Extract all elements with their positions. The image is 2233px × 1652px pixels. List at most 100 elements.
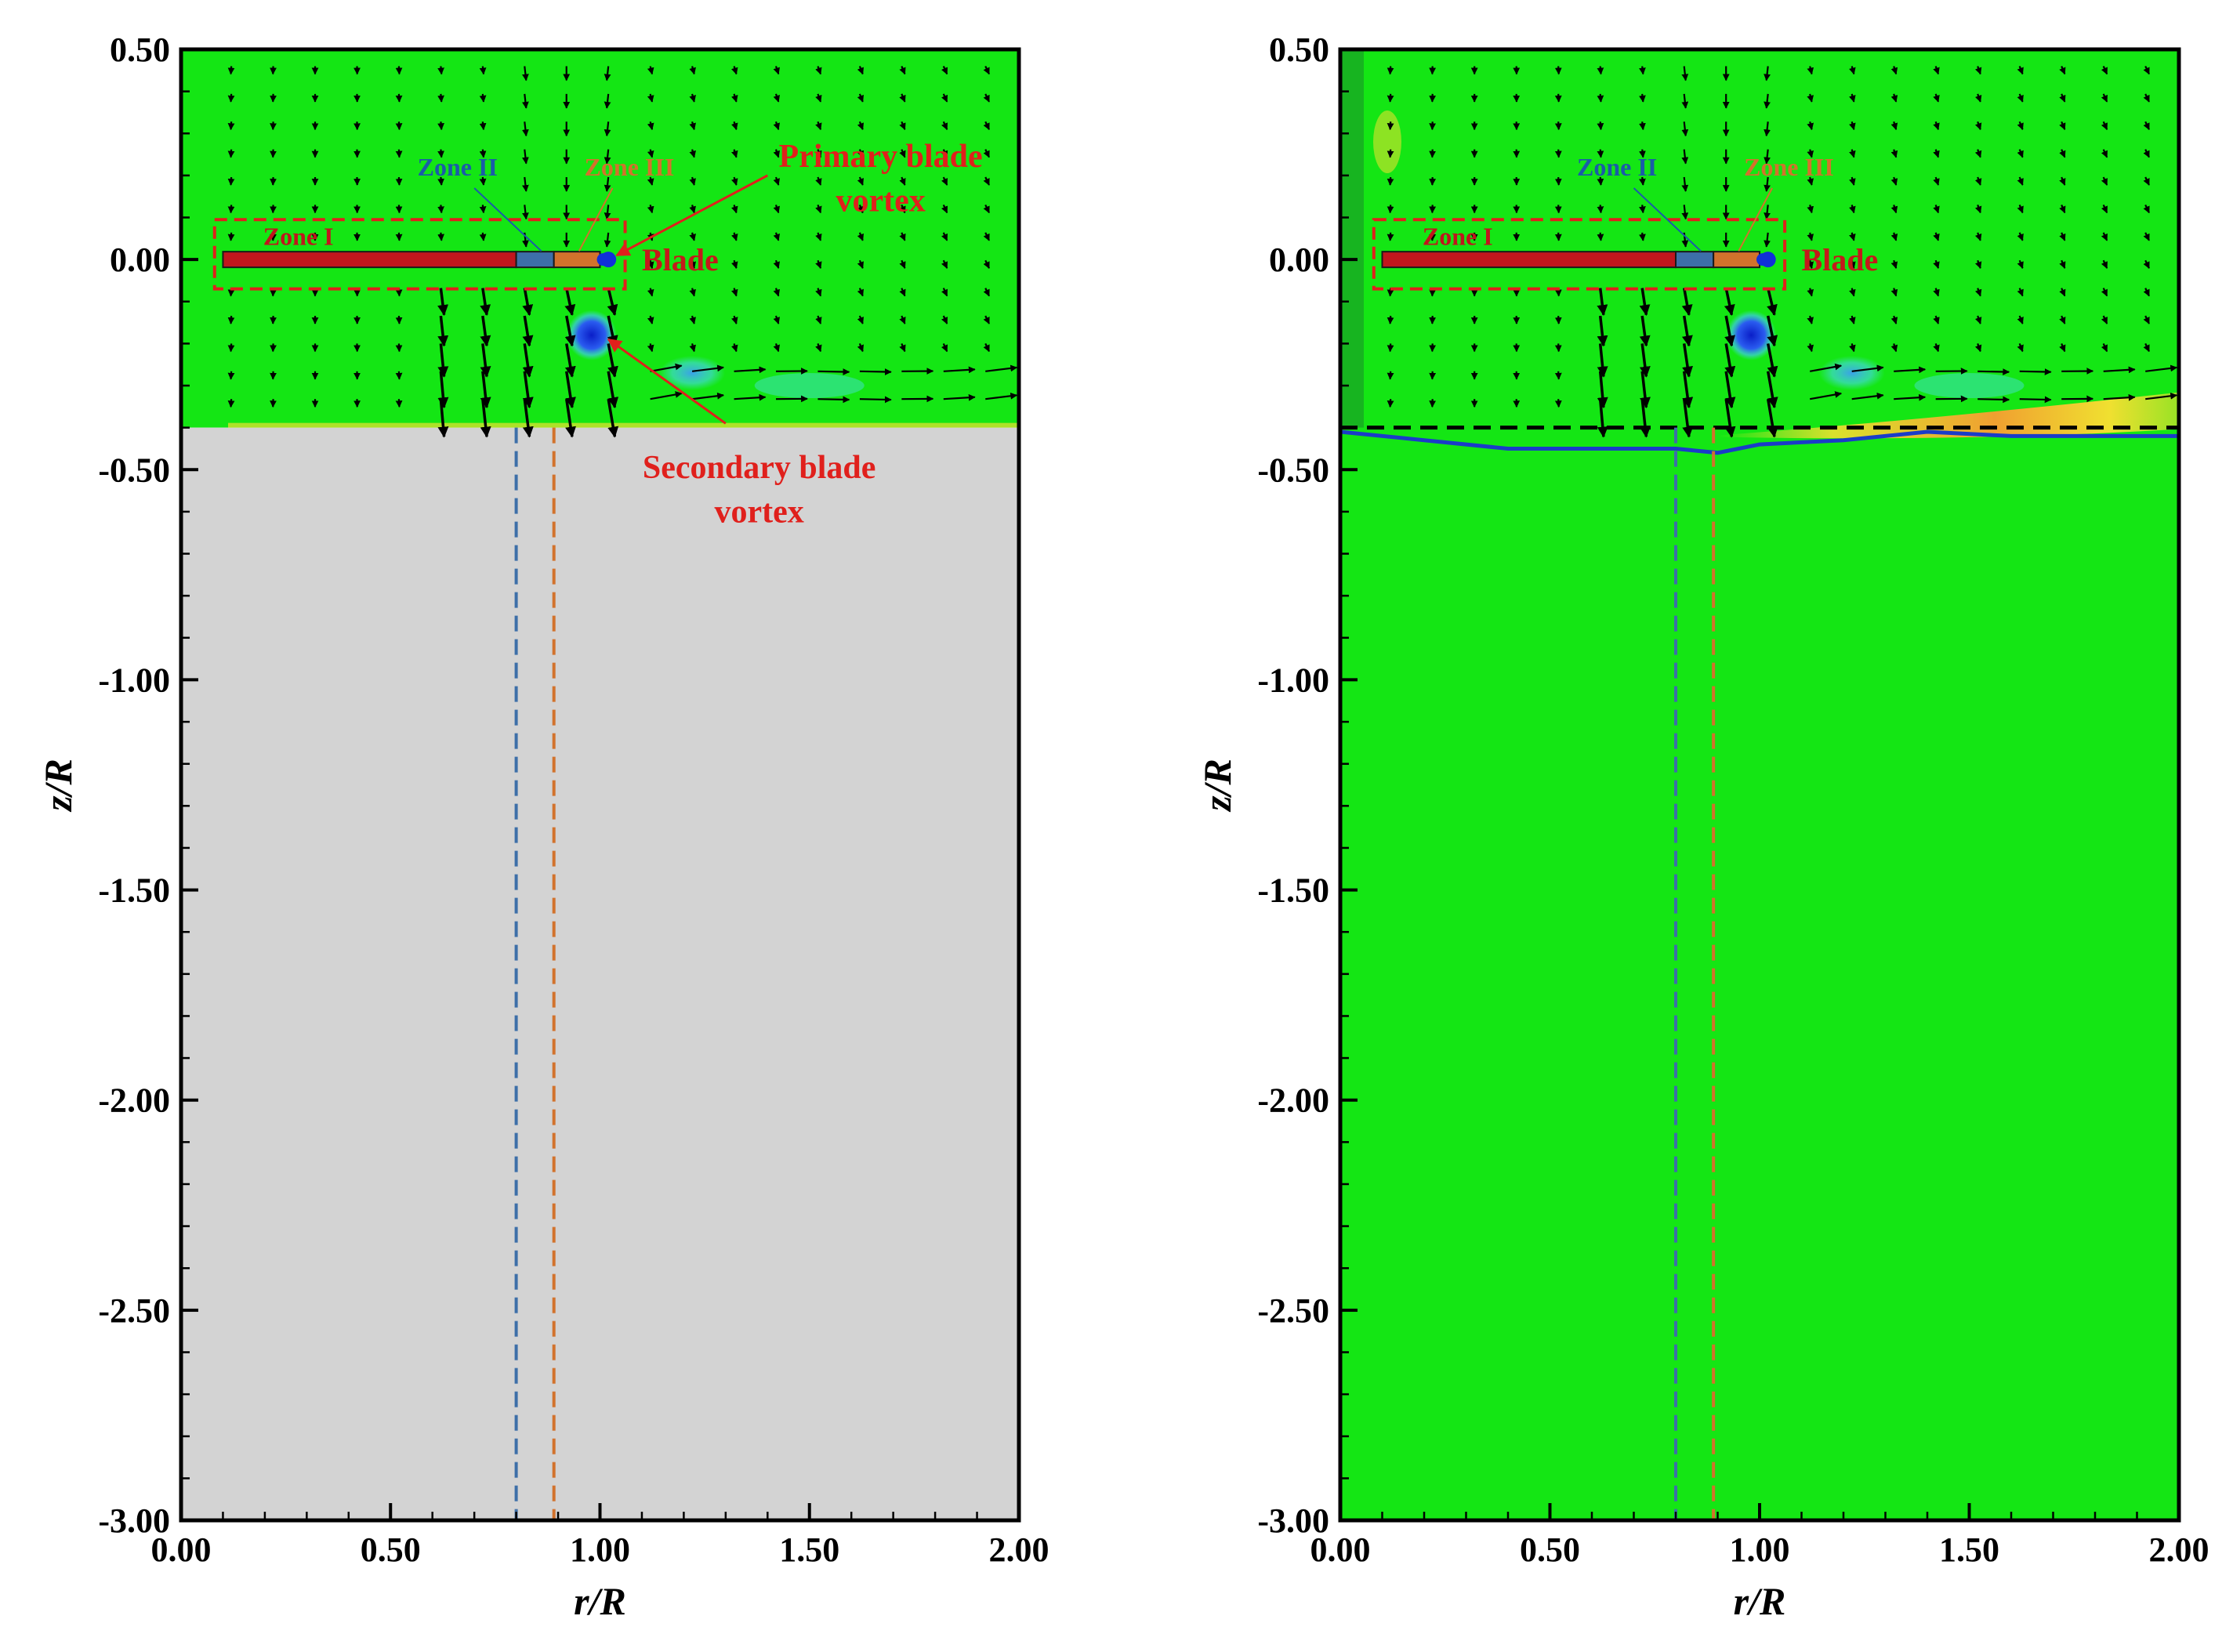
velocity-arrow [1807, 121, 1814, 131]
velocity-arrow [2101, 66, 2108, 75]
velocity-arrow [1766, 343, 1778, 378]
velocity-arrow [1849, 315, 1856, 324]
velocity-arrow [1974, 66, 1982, 75]
velocity-arrow [522, 66, 529, 82]
velocity-arrow [2143, 288, 2150, 297]
velocity-arrow [437, 343, 449, 378]
velocity-arrow [1810, 363, 1843, 372]
velocity-arrow [1597, 315, 1608, 347]
y-tick-label: -1.00 [1257, 661, 1329, 699]
velocity-arrow [985, 392, 1018, 400]
velocity-arrow [941, 149, 948, 158]
velocity-arrow [480, 288, 491, 317]
blade-label: Blade [1802, 242, 1879, 277]
velocity-arrow [983, 342, 990, 353]
velocity-arrow [1554, 399, 1562, 408]
velocity-arrow [1810, 391, 1843, 400]
velocity-arrow [943, 366, 976, 374]
velocity-arrow [227, 176, 235, 186]
velocity-arrow [815, 205, 822, 214]
velocity-arrow [1387, 66, 1394, 75]
velocity-arrow [1681, 288, 1693, 317]
velocity-arrow [815, 121, 822, 131]
velocity-arrow [2143, 259, 2150, 270]
y-tick-label: -3.00 [1257, 1502, 1329, 1540]
zone2-label: Zone II [418, 153, 498, 181]
velocity-arrow [1890, 288, 1898, 297]
velocity-arrow [227, 399, 235, 408]
velocity-arrow [1894, 393, 1927, 401]
velocity-arrow [731, 66, 738, 75]
velocity-arrow [1974, 232, 1982, 241]
velocity-arrow [1597, 343, 1608, 378]
velocity-arrow [227, 121, 235, 131]
velocity-arrow [1851, 392, 1884, 400]
velocity-arrow [734, 393, 767, 401]
x-tick-label: 1.00 [570, 1531, 630, 1569]
velocity-arrow [773, 176, 780, 186]
velocity-arrow [647, 93, 654, 103]
velocity-arrow [1387, 399, 1394, 408]
velocity-arrow [1807, 205, 1814, 214]
velocity-arrow [522, 149, 529, 165]
x-tick-label: 0.00 [151, 1531, 212, 1569]
velocity-arrow [731, 288, 738, 297]
x-axis-title: r/R [1734, 1579, 1786, 1623]
velocity-arrow [647, 66, 654, 75]
velocity-arrow [817, 396, 850, 404]
velocity-arrow [1724, 315, 1735, 347]
velocity-arrow [395, 371, 403, 380]
velocity-arrow [395, 232, 403, 241]
velocity-arrow [1597, 399, 1608, 438]
y-tick-label: 0.00 [1269, 241, 1329, 279]
velocity-arrow [479, 149, 487, 158]
velocity-arrow [2101, 288, 2108, 297]
velocity-arrow [395, 66, 403, 75]
velocity-arrow [479, 232, 487, 241]
velocity-arrow [857, 149, 865, 158]
velocity-arrow [395, 205, 403, 214]
velocity-arrow [1849, 205, 1856, 214]
bottom-shear-band [228, 422, 1019, 428]
velocity-arrow [607, 371, 619, 409]
velocity-arrow [1681, 121, 1689, 137]
velocity-arrow [1554, 343, 1562, 353]
velocity-arrow [1681, 205, 1689, 220]
velocity-arrow [604, 232, 611, 248]
velocity-arrow [1933, 176, 1940, 186]
velocity-arrow [941, 259, 948, 270]
velocity-arrow [1387, 93, 1394, 103]
velocity-arrow [1851, 364, 1884, 372]
vortex-wake [659, 355, 726, 390]
velocity-arrow [437, 176, 444, 186]
velocity-arrow [1807, 176, 1814, 186]
blade-label: Blade [642, 242, 719, 277]
velocity-arrow [1681, 93, 1689, 109]
velocity-arrow [1849, 176, 1856, 186]
velocity-arrow [731, 93, 738, 103]
velocity-arrow [2145, 392, 2178, 400]
velocity-arrow [604, 93, 611, 109]
velocity-arrow [941, 342, 948, 353]
velocity-arrow [2017, 232, 2024, 241]
velocity-arrow [479, 121, 487, 131]
velocity-arrow [1849, 288, 1856, 297]
velocity-arrow [1807, 343, 1814, 353]
velocity-arrow [1640, 371, 1651, 409]
velocity-arrow [815, 232, 822, 241]
velocity-arrow [1807, 93, 1814, 103]
vortex-secondary [1726, 310, 1777, 360]
x-axis: 0.00 0.50 1.00 1.50 2.00 [1310, 1503, 2209, 1569]
velocity-arrow [522, 398, 534, 438]
velocity-arrow [227, 315, 235, 324]
velocity-arrow [1682, 398, 1694, 438]
velocity-arrow [1597, 66, 1604, 75]
velocity-arrow [2143, 232, 2150, 241]
x-tick-label: 2.00 [2149, 1531, 2209, 1569]
velocity-arrow [1890, 259, 1898, 270]
velocity-arrow [227, 66, 235, 75]
velocity-arrow [1890, 343, 1898, 353]
velocity-arrow [1766, 371, 1778, 409]
velocity-arrow [604, 176, 611, 192]
velocity-arrow [1977, 396, 2010, 404]
